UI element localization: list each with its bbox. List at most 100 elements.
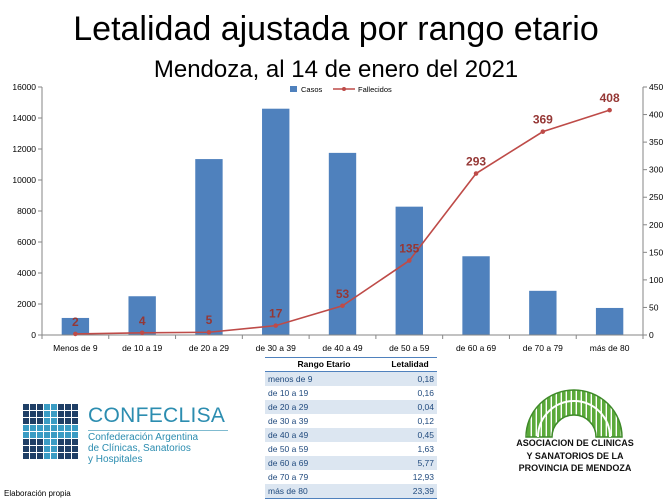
y-tick-label-right: 400 [649,110,663,120]
legend-marker-fallecidos [342,87,346,91]
legend-swatch-casos [290,86,297,92]
data-label-fallecidos: 293 [466,155,486,169]
table-cell-rango-etario: de 20 a 29 [265,400,383,414]
data-label-fallecidos: 53 [336,287,350,301]
table-row: de 30 a 39 0,12 [265,414,437,428]
table-row: de 60 a 69 5,77 [265,456,437,470]
point-fallecidos [473,171,479,176]
bar-casos [529,290,557,335]
table-row: más de 80 23,39 [265,484,437,499]
bar-casos [262,108,290,335]
x-tick-label: más de 80 [590,343,630,353]
table-row: de 70 a 79 12,93 [265,470,437,484]
x-tick-label: de 50 a 59 [389,343,429,353]
legend: Casos Fallecidos [290,85,392,94]
y-tick-label-right: 250 [649,192,663,202]
chart-title: Letalidad ajustada por rango etario [73,10,599,48]
combo-chart: Casos Fallecidos 02000400060008000100001… [12,82,663,353]
x-tick-label: de 30 a 39 [256,343,296,353]
y-tick-label-left: 16000 [12,82,36,92]
data-label-fallecidos: 5 [206,313,213,327]
table-header-letalidad: Letalidad [383,357,437,372]
point-fallecidos [273,323,279,328]
data-label-fallecidos: 2 [72,315,79,329]
data-label-fallecidos: 408 [600,91,620,105]
bar-casos [61,317,90,335]
x-tick-label: de 40 a 49 [322,343,362,353]
y-tick-label-left: 0 [31,330,36,340]
table-cell-rango-etario: de 60 a 69 [265,456,383,470]
table-cell-letalidad: 0,16 [417,388,434,398]
y-tick-label-right: 350 [649,137,663,147]
y-tick-label-right: 150 [649,247,663,257]
confeclisa-tagline-line: Confederación Argentina [88,432,199,443]
data-label-fallecidos: 4 [139,314,146,328]
asociacion-logo-line: PROVINCIA DE MENDOZA [518,463,632,473]
table-row: de 20 a 29 0,04 [265,400,437,414]
data-label-fallecidos: 369 [533,113,553,127]
table-cell-rango-etario: de 70 a 79 [268,472,309,482]
point-fallecidos [206,329,212,335]
table-cell-letalidad: 12,93 [412,472,434,482]
point-fallecidos [73,331,78,337]
y-tick-label-left: 8000 [17,206,36,216]
y-tick-label-left: 2000 [17,299,36,309]
point-fallecidos [139,330,145,336]
table-row: de 40 a 49 0,45 [265,428,437,442]
table-cell-rango-etario: más de 80 [265,484,383,499]
table-cell-letalidad: 0,04 [383,400,437,414]
table-cell-rango-etario: de 10 a 19 [268,388,309,398]
point-fallecidos [607,107,612,113]
table-cell-rango-etario: de 50 a 59 [268,444,309,454]
table-cell-letalidad: 0,45 [383,428,437,442]
x-tick-label: Menos de 9 [53,343,98,353]
y-tick-label-left: 4000 [17,268,36,278]
bar-casos [462,256,490,335]
confeclisa-logo-mark [23,404,79,460]
table-row: menos de 9 0,18 [265,371,437,386]
y-tick-label-left: 10000 [12,175,36,185]
table-header-rango-etario: Rango Etario [265,357,383,372]
y-tick-label-left: 12000 [12,144,36,154]
confeclisa-tagline-line: y Hospitales [88,454,143,465]
table-cell-letalidad: 0,12 [417,416,434,426]
y-tick-label-right: 300 [649,165,663,175]
y-tick-label-right: 450 [649,82,663,92]
x-tick-label: de 70 a 79 [523,343,563,353]
y-tick-label-right: 0 [649,330,654,340]
table-body: menos de 9 0,18 de 10 a 19 0,16 de 20 a 29 0,… [265,371,437,499]
bar-casos [195,159,223,335]
table-header-row: Rango Etario Letalidad [265,357,437,372]
x-tick-label: de 20 a 29 [189,343,229,353]
legend-label-fallecidos: Fallecidos [358,85,392,94]
asociacion-logo-text: ASOCIACION DE CLINICAS Y SANATORIOS DE L… [504,437,646,475]
confeclisa-logo-rule [88,430,228,431]
bar-casos [395,206,423,335]
footer-note: Elaboración propia [4,489,71,498]
bar-casos [128,296,156,335]
bar-casos [595,307,624,335]
confeclisa-logo-name: CONFECLISA [88,404,226,427]
y-tick-label-right: 100 [649,275,663,285]
letalidad-table: Rango Etario Letalidad menos de 9 0,18 de … [265,357,437,499]
x-tick-label: de 10 a 19 [122,343,162,353]
table-cell-letalidad: 1,63 [417,444,434,454]
data-label-fallecidos: 17 [269,307,283,321]
point-fallecidos [340,303,345,309]
confeclisa-logo-tagline: Confederación Argentina de Clínicas, San… [88,432,198,465]
table-cell-rango-etario: de 40 a 49 [265,428,383,442]
table-cell-rango-etario: menos de 9 [265,371,383,386]
y-tick-label-right: 50 [649,302,659,312]
x-tick-label: de 60 a 69 [456,343,496,353]
asociacion-logo-arch [525,389,623,438]
table-cell-letalidad: 0,18 [383,371,437,386]
table-row: de 10 a 19 0,16 [265,386,437,400]
chart-subtitle: Mendoza, al 14 de enero del 2021 [153,56,519,83]
table-row: de 50 a 59 1,63 [265,442,437,456]
asociacion-logo-line: ASOCIACION DE CLINICAS [516,438,634,448]
data-label-fallecidos: 135 [399,242,419,256]
y-tick-label-right: 200 [649,220,663,230]
confeclisa-tagline-line: de Clínicas, Sanatorios [88,443,191,454]
point-fallecidos [540,129,546,134]
